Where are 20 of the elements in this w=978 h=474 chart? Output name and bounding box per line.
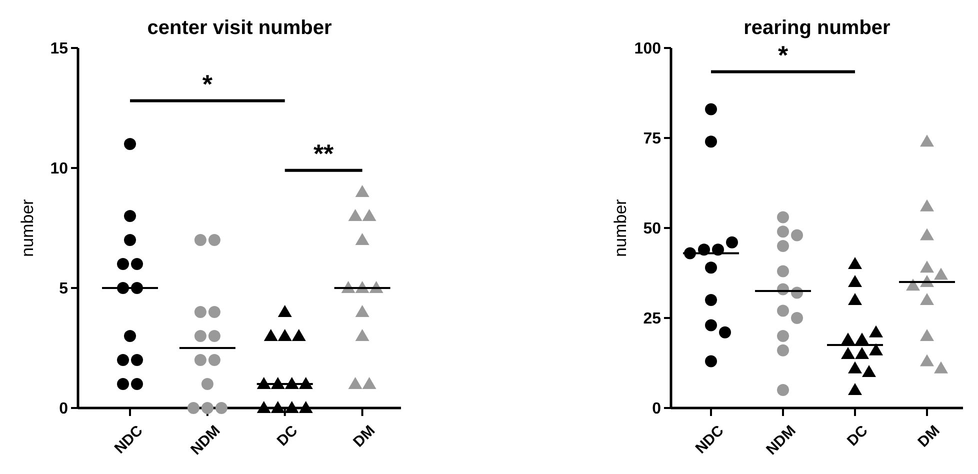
y-tick-label: 100 [634, 40, 662, 58]
x-tick-label: DC [274, 422, 302, 450]
y-tick-label: 50 [643, 220, 662, 238]
annotation: * [202, 68, 214, 99]
y-tick-label: 10 [50, 160, 68, 178]
x-tick-label: DM [914, 422, 944, 451]
y-axis-title: number [611, 198, 630, 257]
x-tick-label: DM [350, 422, 379, 451]
y-tick-label: 75 [643, 130, 662, 148]
y-tick-label: 0 [59, 400, 68, 418]
y-tick-label: 15 [50, 40, 68, 58]
y-tick-label: 25 [643, 310, 662, 328]
chart-title: center visit number [147, 17, 332, 39]
annotation: * [778, 40, 789, 70]
y-axis-title: number [18, 198, 37, 257]
y-tick-label: 0 [652, 400, 662, 418]
annotation: ** [313, 138, 335, 168]
y-tick-label: 5 [59, 280, 68, 298]
x-tick-label: DC [844, 422, 872, 450]
chart-title: rearing number [744, 17, 891, 39]
